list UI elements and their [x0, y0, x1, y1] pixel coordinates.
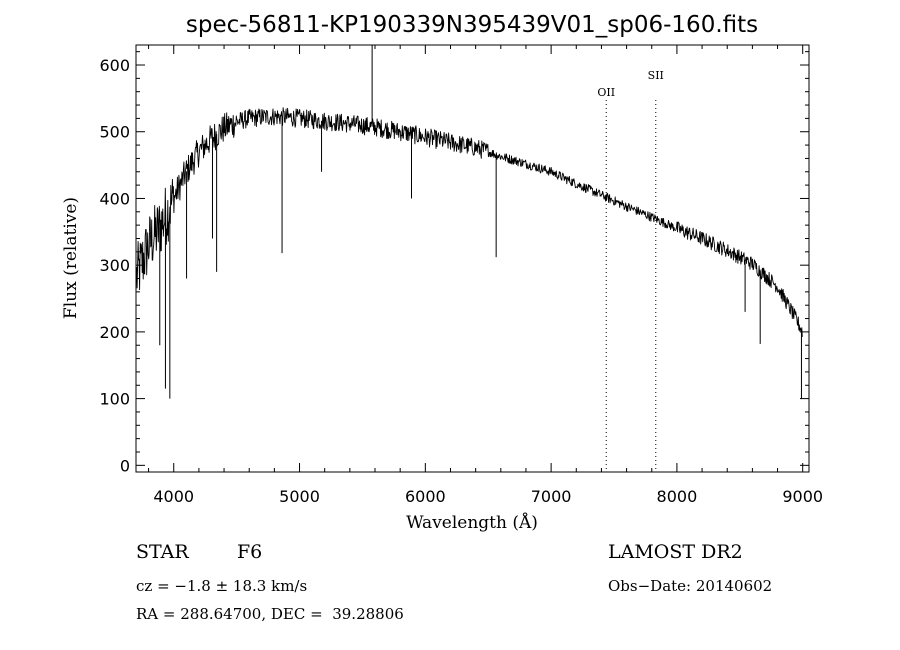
y-tick-label: 600: [99, 56, 130, 75]
x-tick-label: 8000: [657, 487, 698, 506]
observation-date: Obs−Date: 20140602: [608, 577, 773, 595]
x-tick-label: 9000: [782, 487, 823, 506]
y-tick-label: 300: [99, 256, 130, 275]
x-tick-label: 4000: [153, 487, 194, 506]
y-tick-label: 400: [99, 189, 130, 208]
y-tick-label: 0: [120, 456, 130, 475]
object-class: STAR: [136, 541, 189, 563]
marker-lines: OII SII: [597, 69, 664, 472]
y-tick-label: 100: [99, 390, 130, 409]
redshift-velocity: cz = −1.8 ± 18.3 km/s: [136, 577, 308, 595]
x-axis-title: Wavelength (Å): [406, 512, 538, 533]
x-tick-label: 5000: [279, 487, 320, 506]
object-subclass: F6: [237, 541, 263, 563]
y-tick-label: 500: [99, 123, 130, 142]
x-tick-label: 7000: [531, 487, 572, 506]
plot-frame: [135, 44, 810, 473]
y-axis-title: Flux (relative): [61, 197, 81, 319]
x-tick-label: 6000: [405, 487, 446, 506]
absorption-features: [159, 45, 802, 399]
marker-label-sii: SII: [648, 69, 664, 82]
survey-name: LAMOST DR2: [608, 541, 743, 563]
chart-title: spec-56811-KP190339N395439V01_sp06-160.f…: [186, 12, 758, 38]
spectrum-line: [136, 107, 803, 337]
axis-ticks: 4000 5000 6000 7000 8000 9000 0 100 200 300 400 500…: [99, 45, 823, 506]
y-tick-label: 200: [99, 323, 130, 342]
marker-label-oii: OII: [597, 86, 615, 99]
coordinates: RA = 288.64700, DEC = 39.28806: [136, 605, 404, 623]
